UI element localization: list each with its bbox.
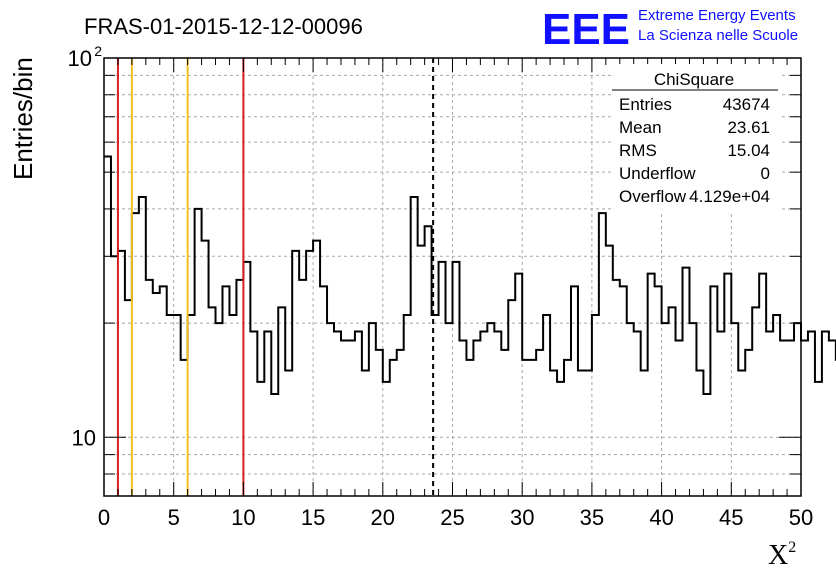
logo-line-2: La Scienza nelle Scuole <box>638 27 798 44</box>
x-axis-label: X2 <box>768 539 796 571</box>
x-tick-label: 40 <box>649 505 673 530</box>
x-tick-label: 20 <box>371 505 395 530</box>
x-tick-label: 30 <box>510 505 534 530</box>
stats-label-underflow: Underflow <box>619 164 696 183</box>
logo-text: EEE <box>542 5 630 54</box>
chart-title: FRAS-01-2015-12-12-00096 <box>84 14 363 39</box>
histogram-layer <box>104 155 836 396</box>
stats-value-entries: 43674 <box>723 95 770 114</box>
x-tick-label: 5 <box>168 505 180 530</box>
stats-label-entries: Entries <box>619 95 672 114</box>
stats-value-rms: 15.04 <box>727 141 770 160</box>
logo-line-1: Extreme Energy Events <box>638 7 796 24</box>
stats-label-rms: RMS <box>619 141 657 160</box>
stats-box: ChiSquare Entries 43674 Mean 23.61 RMS 1… <box>612 64 782 212</box>
stats-title: ChiSquare <box>654 70 734 89</box>
x-tick-label: 15 <box>301 505 325 530</box>
x-tick-label: 50 <box>789 505 813 530</box>
y-tick-label: 10 <box>72 425 96 450</box>
stats-value-overflow: 4.129e+04 <box>689 187 770 206</box>
stats-label-overflow: Overflow <box>619 187 687 206</box>
x-tick-label: 0 <box>98 505 110 530</box>
x-tick-label: 35 <box>580 505 604 530</box>
x-axis-label-exponent: 2 <box>788 539 796 556</box>
x-tick-label: 45 <box>719 505 743 530</box>
axis-ticks <box>103 57 802 497</box>
y-tick-label-exponent: 2 <box>94 43 102 59</box>
stats-value-mean: 23.61 <box>727 118 770 137</box>
histogram-outline <box>104 155 836 396</box>
y-tick-label: 10 <box>68 46 92 71</box>
eee-logo: EEE Extreme Energy Events La Scienza nel… <box>542 5 798 54</box>
x-axis-label-text: X <box>768 540 788 571</box>
x-tick-label: 10 <box>231 505 255 530</box>
reference-lines <box>116 58 435 496</box>
y-axis-label: Entries/bin <box>8 57 38 180</box>
stats-label-mean: Mean <box>619 118 662 137</box>
stats-value-underflow: 0 <box>761 164 770 183</box>
stats-box-background <box>612 64 782 212</box>
x-tick-label: 25 <box>440 505 464 530</box>
